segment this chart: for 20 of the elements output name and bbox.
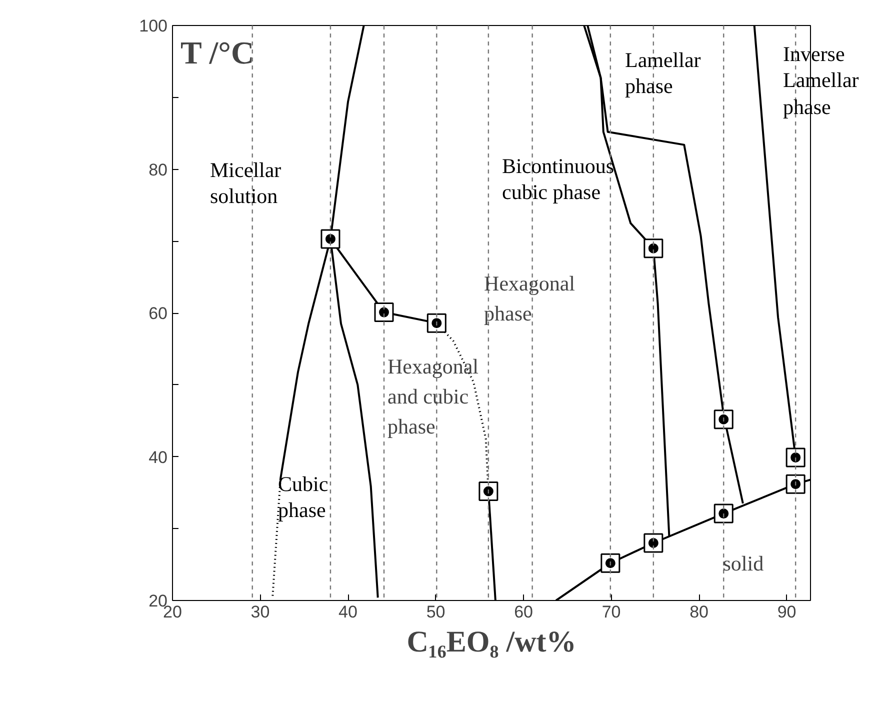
y-tick-label: 100 — [139, 16, 168, 36]
y-tick-label: 80 — [148, 160, 168, 180]
y-tick-label: 60 — [148, 304, 168, 323]
x-tick-label: 50 — [426, 602, 446, 622]
y-axis-title: T /°C — [180, 34, 254, 70]
x-tick-label: 60 — [514, 602, 533, 622]
annotation: Bicontinuous cubic phase — [502, 153, 614, 206]
annotation: solid — [722, 552, 764, 576]
x-tick-label: 90 — [777, 602, 796, 622]
x-tick-label: 30 — [250, 602, 270, 622]
x-tick-label: 80 — [690, 602, 709, 622]
annotation: Cubic phase — [278, 471, 328, 524]
annotation: Lamellar phase — [625, 47, 701, 100]
x-tick-label: 40 — [338, 602, 358, 622]
annotation: Hexagonal and cubic phase — [388, 354, 479, 439]
x-tick-label: 70 — [602, 602, 621, 622]
x-axis-title: C₁₆EO₈ /wt% — [406, 626, 576, 658]
annotation: Micellar solution — [210, 157, 282, 210]
y-tick-label: 40 — [148, 448, 168, 467]
annotation: Hexagonal phase — [484, 271, 576, 326]
